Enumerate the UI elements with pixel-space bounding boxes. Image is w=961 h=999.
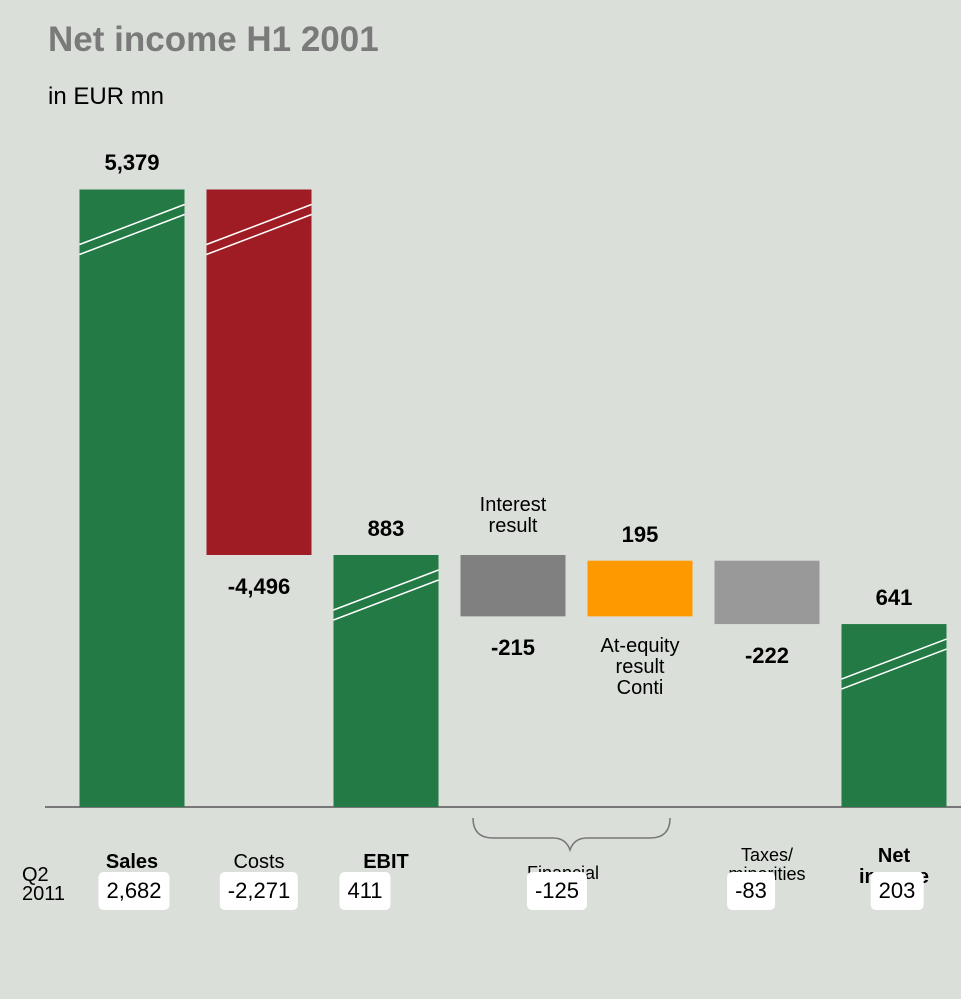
bar <box>714 560 820 625</box>
axis-break <box>79 213 185 256</box>
value-label: -4,496 <box>227 573 291 599</box>
category-label: Costs <box>233 851 285 873</box>
category-label: Sales <box>105 851 159 873</box>
axis-break <box>333 569 439 611</box>
axis-break <box>206 203 312 246</box>
axis-break <box>841 648 947 690</box>
q2-value: 2,682 <box>98 872 170 910</box>
group-bracket <box>472 817 671 853</box>
q2-value: -2,271 <box>219 872 299 910</box>
q2-label: Q2 2011 <box>22 864 66 905</box>
value-label: 195 <box>621 521 659 547</box>
q2-value: -83 <box>727 872 775 910</box>
value-label: 641 <box>875 585 913 611</box>
bar <box>333 554 439 807</box>
q2-value: 203 <box>870 872 924 910</box>
value-label: 883 <box>367 515 405 541</box>
bar <box>460 554 566 617</box>
chart-subtitle: in EUR mn <box>48 83 165 110</box>
bar <box>587 560 693 617</box>
bar <box>841 624 947 807</box>
category-label: Interest result <box>479 493 547 537</box>
bar <box>79 189 185 807</box>
category-label: At-equity result Conti <box>600 635 680 700</box>
axis-break <box>79 203 185 246</box>
value-label: 5,379 <box>104 150 160 176</box>
q2-value: -125 <box>526 872 588 910</box>
value-label: -222 <box>744 643 790 669</box>
axis-break <box>206 213 312 256</box>
category-label: EBIT <box>363 851 409 873</box>
q2-value: 411 <box>339 872 391 910</box>
axis-break <box>841 638 947 680</box>
bar <box>206 189 312 555</box>
chart-title: Net income H1 2001 <box>48 20 379 59</box>
axis-break <box>333 579 439 621</box>
value-label: -215 <box>490 635 536 661</box>
